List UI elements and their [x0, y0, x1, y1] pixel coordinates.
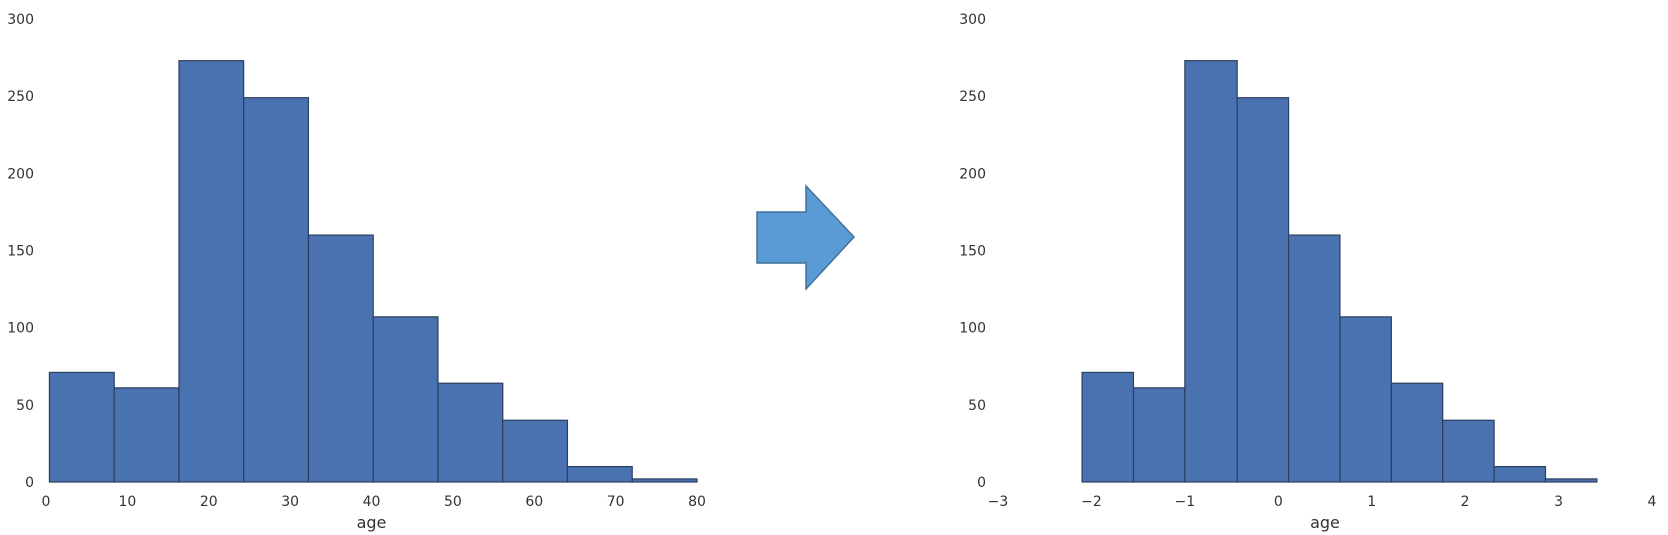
- x-tick-label: 0: [42, 494, 51, 510]
- histogram-scaled-age: 0 50 100 150 200 250 300 −3 −2 −1 0 1 2 3 4 age: [959, 12, 1656, 532]
- x-tick-label: 3: [1554, 494, 1563, 510]
- histogram-bar: [372, 316, 439, 483]
- x-tick-label: 80: [688, 494, 706, 510]
- y-tick-label: 0: [977, 475, 986, 491]
- x-tick-label: 40: [363, 494, 381, 510]
- histogram-bar: [1184, 60, 1238, 483]
- x-tick-label: 20: [200, 494, 218, 510]
- x-tick-label: 70: [607, 494, 625, 510]
- x-tick-label: 2: [1461, 494, 1470, 510]
- x-tick-label: −1: [1175, 494, 1196, 510]
- y-tick-label: 0: [25, 475, 34, 491]
- histogram-bar: [1236, 97, 1290, 483]
- x-axis-ticks: −3 −2 −1 0 1 2 3 4: [988, 494, 1657, 510]
- histogram-bar: [631, 478, 698, 483]
- x-tick-label: 50: [444, 494, 462, 510]
- histogram-bar: [113, 387, 180, 483]
- histogram-bar: [502, 419, 569, 483]
- x-tick-label: 4: [1648, 494, 1657, 510]
- x-tick-label: 0: [1274, 494, 1283, 510]
- histogram-bar: [1132, 387, 1186, 483]
- right-arrow-icon: [756, 184, 856, 291]
- y-tick-label: 150: [959, 244, 986, 260]
- histogram-bar: [566, 465, 633, 483]
- x-tick-label: −2: [1081, 494, 1102, 510]
- y-tick-label: 100: [7, 321, 34, 337]
- histogram-bars: [1081, 60, 1598, 483]
- histogram-bar: [243, 97, 310, 483]
- y-axis-ticks: 0 50 100 150 200 250 300: [959, 12, 986, 491]
- y-tick-label: 200: [7, 166, 34, 182]
- histogram-bar: [1493, 465, 1547, 483]
- y-tick-label: 100: [959, 321, 986, 337]
- histogram-bar: [437, 382, 504, 483]
- histogram-bar: [1390, 382, 1444, 483]
- y-tick-label: 250: [959, 89, 986, 105]
- histogram-bar: [1287, 234, 1341, 483]
- x-tick-label: 1: [1367, 494, 1376, 510]
- histogram-bar: [1442, 419, 1495, 483]
- x-tick-label: 60: [525, 494, 543, 510]
- x-axis-label: age: [1310, 513, 1340, 532]
- x-tick-label: 30: [281, 494, 299, 510]
- histogram-original-age: 0 50 100 150 200 250 300 0 10 20 30 40 50 60 70 80 age: [7, 12, 706, 532]
- x-axis-ticks: 0 10 20 30 40 50 60 70 80: [42, 494, 706, 510]
- x-tick-label: 10: [118, 494, 136, 510]
- y-axis-ticks: 0 50 100 150 200 250 300: [7, 12, 34, 491]
- y-tick-label: 300: [959, 12, 986, 28]
- y-tick-label: 300: [7, 12, 34, 28]
- histogram-bar: [1544, 478, 1598, 483]
- x-tick-label: −3: [988, 494, 1009, 510]
- y-tick-label: 150: [7, 244, 34, 260]
- histogram-bar: [48, 371, 115, 483]
- y-tick-label: 250: [7, 89, 34, 105]
- histogram-bar: [1339, 316, 1392, 483]
- y-tick-label: 50: [16, 398, 34, 414]
- histogram-bar: [1081, 371, 1135, 483]
- x-axis-label: age: [357, 513, 387, 532]
- histogram-bars: [48, 60, 698, 483]
- y-tick-label: 50: [968, 398, 986, 414]
- histogram-bar: [307, 234, 374, 483]
- y-tick-label: 200: [959, 166, 986, 182]
- histogram-bar: [178, 60, 245, 483]
